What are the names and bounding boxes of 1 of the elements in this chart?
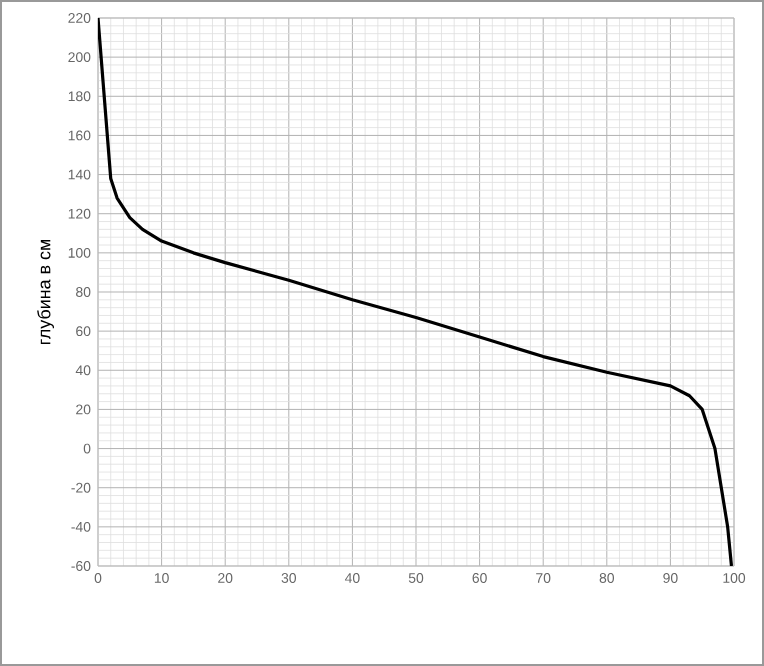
y-axis-title: глубина в см xyxy=(37,239,54,345)
